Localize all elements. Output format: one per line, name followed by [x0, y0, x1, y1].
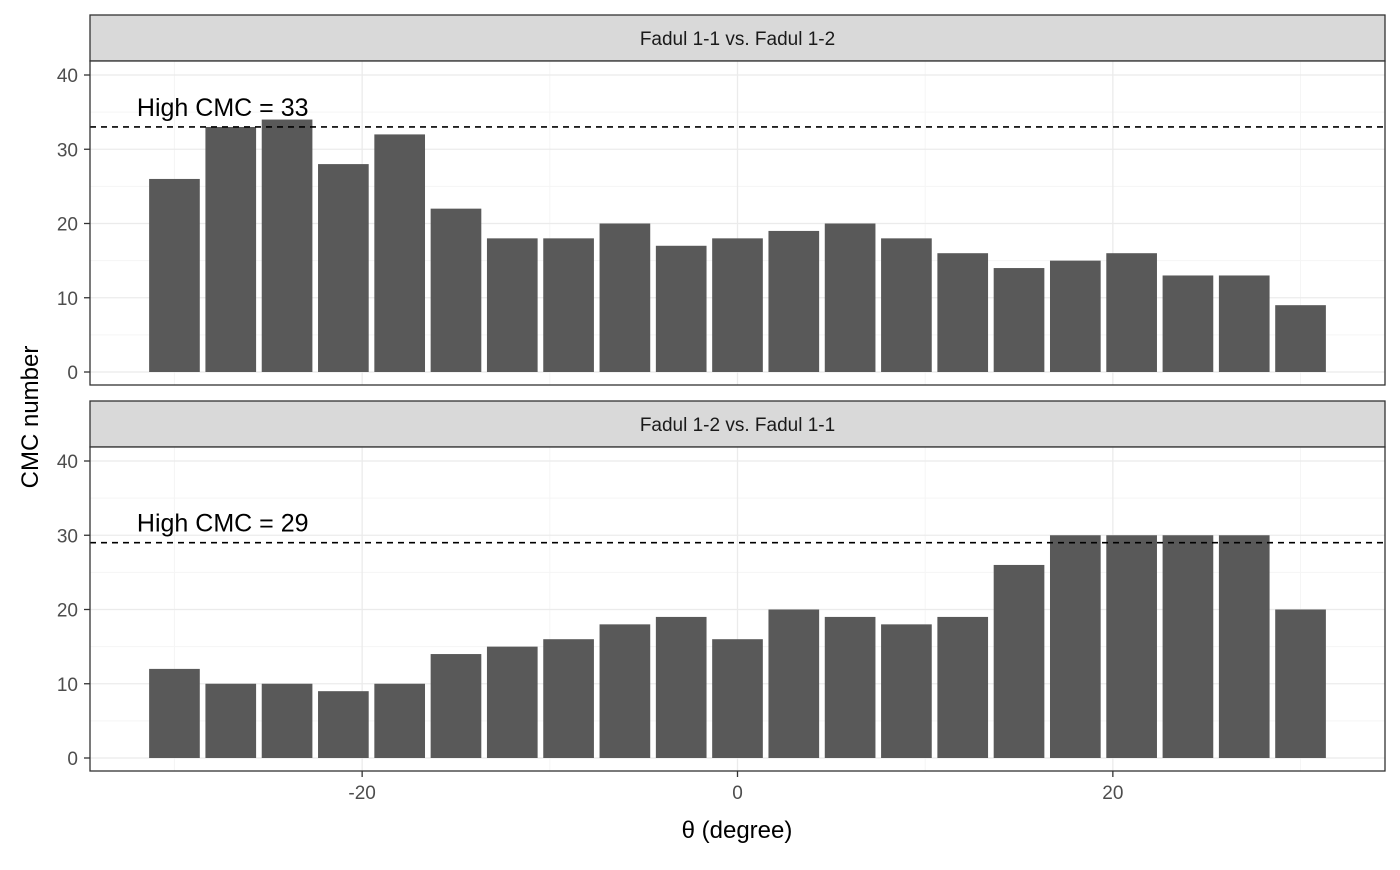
bar: [824, 223, 876, 372]
y-tick-label: 0: [67, 363, 78, 384]
bar: [768, 609, 820, 758]
bar: [937, 253, 989, 372]
bar: [881, 624, 932, 758]
high-cmc-annotation: High CMC = 33: [137, 94, 309, 122]
bar: [205, 126, 257, 372]
bar: [1162, 275, 1214, 372]
bar: [768, 230, 820, 372]
bar: [149, 178, 200, 372]
panel-2: Fadul 1-2 vs. Fadul 1-1 High CMC = 29 0 10 2…: [57, 400, 1386, 804]
y-axis-label: CMC number: [17, 346, 44, 489]
bar: [655, 245, 707, 372]
bar: [430, 654, 482, 758]
bar: [712, 639, 763, 758]
bar: [261, 683, 313, 758]
x-tick-label: 20: [1102, 783, 1123, 804]
bar: [824, 616, 876, 758]
facet-strip-title: Fadul 1-2 vs. Fadul 1-1: [640, 415, 835, 436]
bar: [149, 668, 200, 758]
bar: [486, 238, 538, 372]
y-tick-label: 40: [57, 66, 78, 87]
bar: [318, 164, 369, 372]
bar: [430, 208, 482, 372]
facet-strip: [89, 400, 1386, 448]
y-tick-label: 0: [67, 749, 78, 770]
facet-strip: [89, 14, 1386, 62]
bar: [543, 639, 594, 758]
bar: [655, 616, 707, 758]
bar: [318, 691, 369, 758]
y-tick-label: 30: [57, 526, 78, 547]
x-axis-label: θ (degree): [682, 817, 793, 844]
bar: [599, 223, 651, 372]
bar: [712, 238, 763, 372]
bar: [1218, 275, 1270, 372]
y-tick-label: 30: [57, 140, 78, 161]
bar: [486, 646, 538, 758]
panel-1: Fadul 1-1 vs. Fadul 1-2 High CMC = 33 0 10 2…: [57, 14, 1386, 386]
bar: [1275, 609, 1326, 758]
bar: [1049, 535, 1101, 758]
bar: [599, 624, 651, 758]
bar: [1049, 260, 1101, 372]
y-tick-label: 20: [57, 215, 78, 236]
y-tick-label: 10: [57, 289, 78, 310]
bar: [1106, 535, 1157, 758]
y-tick-label: 20: [57, 601, 78, 622]
bar: [543, 238, 594, 372]
bar: [993, 564, 1045, 758]
y-tick-label: 10: [57, 675, 78, 696]
bar: [1275, 305, 1326, 372]
bar: [881, 238, 932, 372]
x-tick-label: -20: [348, 783, 375, 804]
facet-strip-title: Fadul 1-1 vs. Fadul 1-2: [640, 29, 835, 50]
bar: [205, 683, 257, 758]
bar: [1106, 253, 1157, 372]
x-tick-label: 0: [732, 783, 743, 804]
bar: [374, 683, 426, 758]
bar: [937, 616, 989, 758]
bar: [993, 268, 1045, 372]
bar: [1162, 535, 1214, 758]
y-tick-label: 40: [57, 452, 78, 473]
bar: [261, 119, 313, 372]
bar: [1218, 535, 1270, 758]
bar: [374, 134, 426, 372]
high-cmc-annotation: High CMC = 29: [137, 510, 309, 538]
